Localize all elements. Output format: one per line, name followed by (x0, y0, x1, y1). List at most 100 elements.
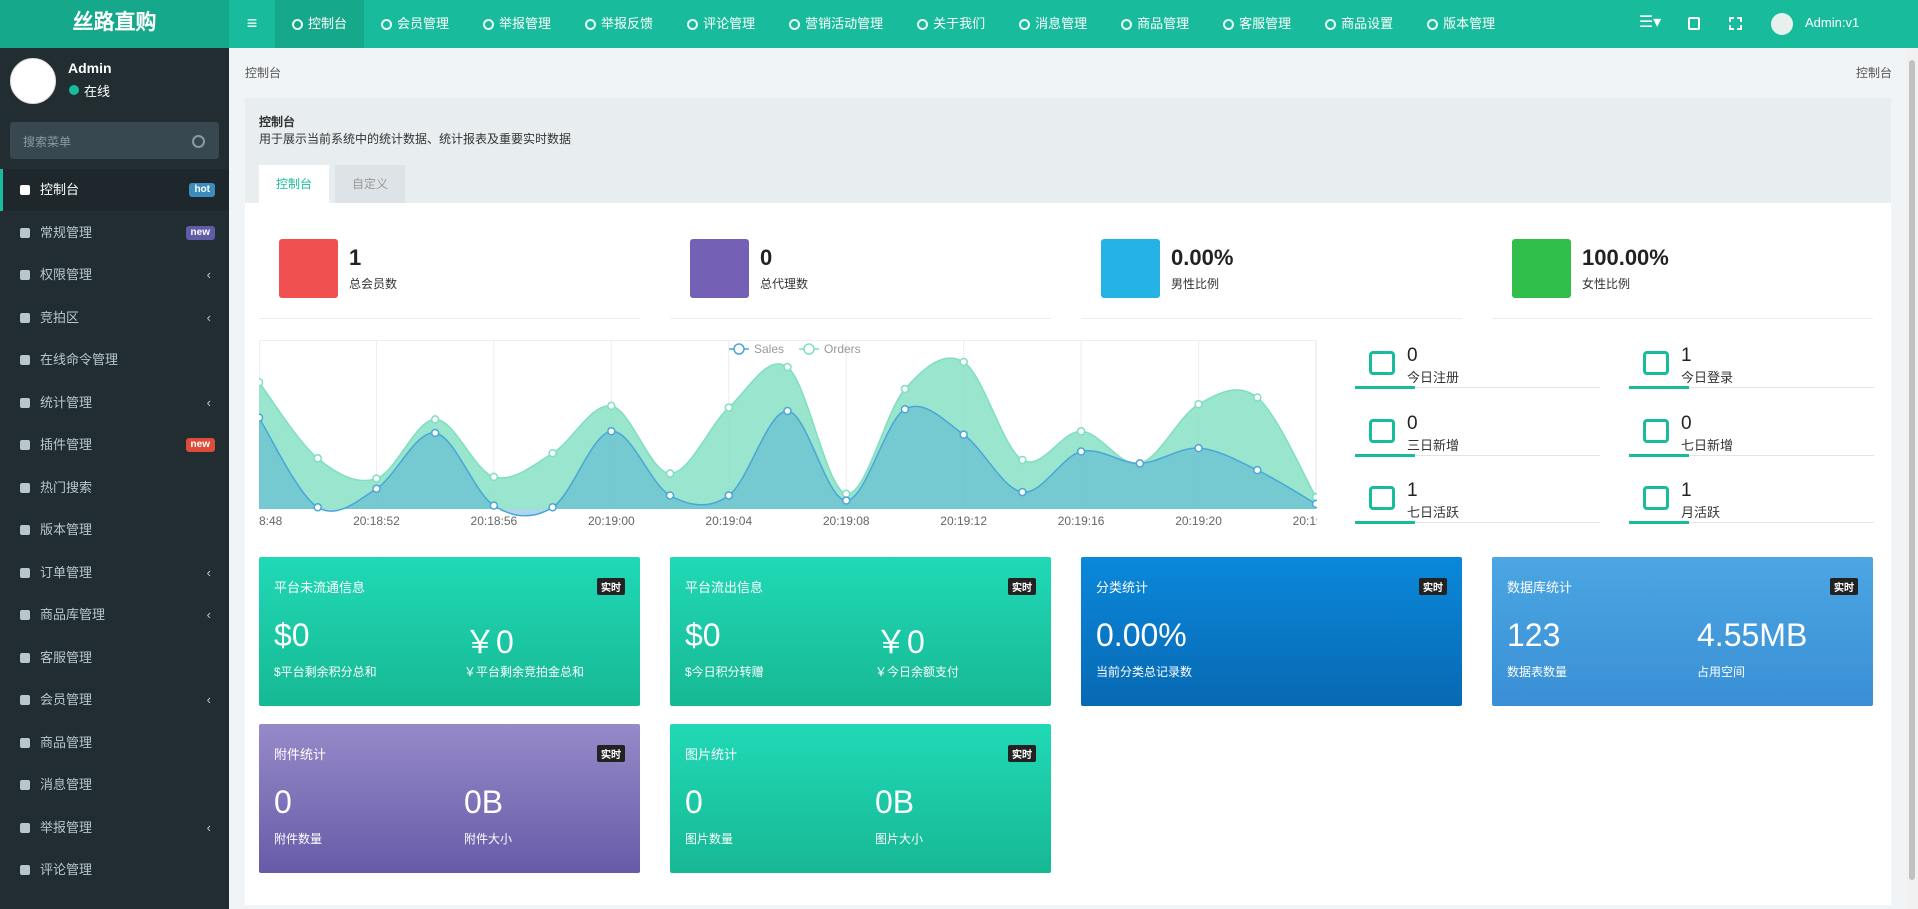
menu-item[interactable]: 统计管理 ‹ (0, 382, 229, 424)
menu-item[interactable]: 常规管理 new (0, 212, 229, 254)
nav-item[interactable]: 会员管理 (364, 0, 466, 48)
avatar[interactable] (1771, 13, 1793, 35)
menu-item[interactable]: 会员管理 ‹ (0, 679, 229, 721)
card-badge: 实时 (1008, 745, 1036, 762)
point (430, 428, 440, 438)
nav-item[interactable]: 关于我们 (900, 0, 1002, 48)
card-title: 数据库统计 (1507, 580, 1573, 595)
mini-label: 今日注册 (1407, 370, 1460, 385)
menu-item[interactable]: 插件管理 new (0, 424, 229, 466)
nav-item[interactable]: 控制台 (275, 0, 365, 48)
stat-icon (1512, 239, 1571, 298)
logo[interactable]: 丝路直购 (0, 0, 229, 48)
stat: 0 总代理数 (670, 232, 1051, 319)
panel-header: 控制台 用于展示当前系统中的统计数据、统计报表及重要实时数据 控制台 自定义 (245, 98, 1891, 203)
menu-icon (20, 822, 30, 833)
user-name[interactable]: Admin:v1 (1805, 15, 1860, 30)
nav-item[interactable]: 客服管理 (1206, 0, 1308, 48)
breadcrumb-right: 控制台 (1855, 66, 1892, 80)
submenu-arrow: ‹ (206, 692, 211, 707)
nav-label: 评论管理 (703, 16, 756, 31)
fullscreen[interactable] (1729, 17, 1742, 30)
menu-label: 在线命令管理 (40, 352, 119, 367)
point (724, 491, 734, 500)
menu-icon (20, 355, 30, 365)
nav-item[interactable]: 商品设置 (1308, 0, 1410, 48)
nav-label: 会员管理 (397, 16, 450, 31)
submenu-arrow: ‹ (206, 309, 211, 325)
search-box[interactable]: 搜索菜单 (10, 122, 219, 159)
stat-value: 1 (349, 245, 362, 270)
nav-item[interactable]: 商品管理 (1104, 0, 1206, 48)
nav-label: 消息管理 (1035, 16, 1088, 31)
menu-item[interactable]: 商品管理 (0, 722, 229, 764)
stat-label: 女性比例 (1582, 277, 1631, 291)
nav-item[interactable]: 消息管理 (1002, 0, 1104, 48)
submenu-arrow: ‹ (206, 564, 211, 580)
point (1194, 399, 1203, 409)
nav-item[interactable]: 举报管理 (466, 0, 568, 48)
menu-item[interactable]: 客服管理 (0, 637, 229, 679)
scrollbar (1906, 48, 1918, 909)
list-icon[interactable]: ☰▾ (1638, 14, 1662, 31)
mini-stat: 1 月活跃 (1629, 480, 1874, 524)
avatar (10, 58, 56, 104)
point (259, 413, 264, 422)
menu-icon (20, 695, 30, 705)
menu-item[interactable]: 竞拍区 ‹ (0, 297, 229, 339)
mini-icon (1643, 486, 1669, 510)
point (313, 503, 322, 512)
x-tick-label: 20:19:24 (1293, 514, 1317, 528)
point (783, 362, 792, 372)
nav-icon (1019, 18, 1031, 30)
nav-item[interactable]: 举报反馈 (568, 0, 670, 48)
breadcrumb[interactable]: 控制台 (245, 66, 282, 80)
x-tick-label: 20:19:00 (588, 514, 635, 528)
x-tick-label: 20:19:04 (705, 514, 752, 528)
search-placeholder: 搜索菜单 (23, 135, 72, 149)
menu-icon (20, 610, 30, 620)
menu-item[interactable]: 热门搜索 (0, 467, 229, 509)
menu-item[interactable]: 商品库管理 ‹ (0, 594, 229, 636)
nav-icon (917, 18, 929, 30)
menu-icon (20, 440, 30, 450)
mini-icon (1369, 486, 1395, 510)
point (1311, 492, 1317, 502)
tab-active[interactable]: 控制台 (259, 165, 329, 203)
menu-badge: new (185, 225, 215, 240)
menu-toggle[interactable]: ≡ (246, 13, 258, 33)
menu-item[interactable]: 评论管理 (0, 849, 229, 891)
menu-item[interactable]: 消息管理 (0, 764, 229, 806)
menu-item[interactable]: 订单管理 ‹ (0, 552, 229, 594)
point (841, 489, 851, 499)
mini-underline (1355, 386, 1415, 389)
clear-cache[interactable] (1688, 17, 1700, 30)
nav-item[interactable]: 营销活动管理 (772, 0, 900, 48)
menu-item[interactable]: 举报管理 ‹ (0, 807, 229, 849)
card-badge: 实时 (597, 578, 625, 595)
nav-item[interactable]: 评论管理 (670, 0, 772, 48)
search-icon[interactable] (192, 135, 205, 148)
card-badge: 实时 (597, 745, 625, 762)
menu-item[interactable]: 控制台 hot (0, 169, 229, 211)
menu-item[interactable]: 版本管理 (0, 509, 229, 551)
x-tick-label: 20:18:48 (259, 514, 283, 528)
menu-item[interactable]: 在线命令管理 (0, 339, 229, 381)
menu-label: 权限管理 (40, 267, 93, 282)
menu-label: 热门搜索 (40, 479, 93, 495)
menu-item[interactable]: 权限管理 ‹ (0, 254, 229, 296)
tab[interactable]: 自定义 (335, 165, 405, 203)
point (372, 484, 381, 493)
card-value: 123 (1507, 617, 1561, 653)
menu-label: 举报管理 (40, 819, 93, 835)
scroll-thumb[interactable] (1909, 60, 1915, 880)
nav-item[interactable]: 版本管理 (1410, 0, 1512, 48)
stat-label: 总代理数 (760, 277, 809, 291)
menu-label: 统计管理 (40, 394, 93, 410)
point (900, 384, 910, 394)
top-nav: 控制台 会员管理 举报管理 举报反馈 评论管理 营销活动管理 关于我们 消息管理 商品管理 客服管… (275, 0, 1512, 48)
menu-label: 消息管理 (40, 777, 93, 792)
chart: 20:18:48 20:18:52 20:18:56 20:19:00 20:19:04… (259, 340, 1317, 528)
mini-label: 月活跃 (1681, 505, 1721, 520)
area (259, 358, 1316, 509)
